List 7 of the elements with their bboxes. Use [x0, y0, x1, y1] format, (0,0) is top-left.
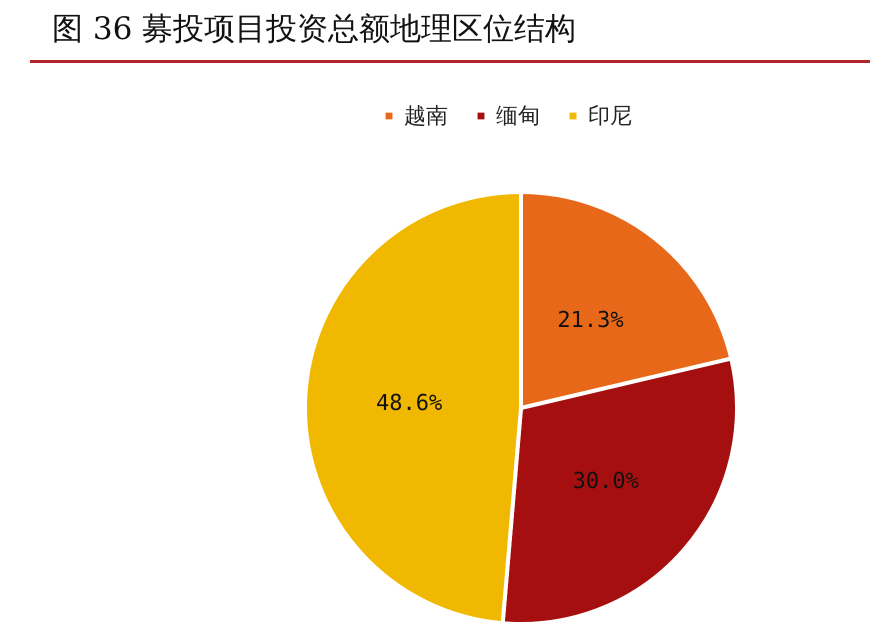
legend-label: 越南 — [404, 104, 448, 129]
legend-label: 印尼 — [588, 104, 632, 129]
legend-label: 缅甸 — [496, 104, 540, 129]
data-label: 30.0% — [572, 469, 639, 494]
data-label: 21.3% — [557, 308, 624, 334]
data-label: 48.6% — [376, 391, 442, 416]
chart-title: 图 36 募投项目投资总额地理区位结构 — [52, 10, 576, 49]
